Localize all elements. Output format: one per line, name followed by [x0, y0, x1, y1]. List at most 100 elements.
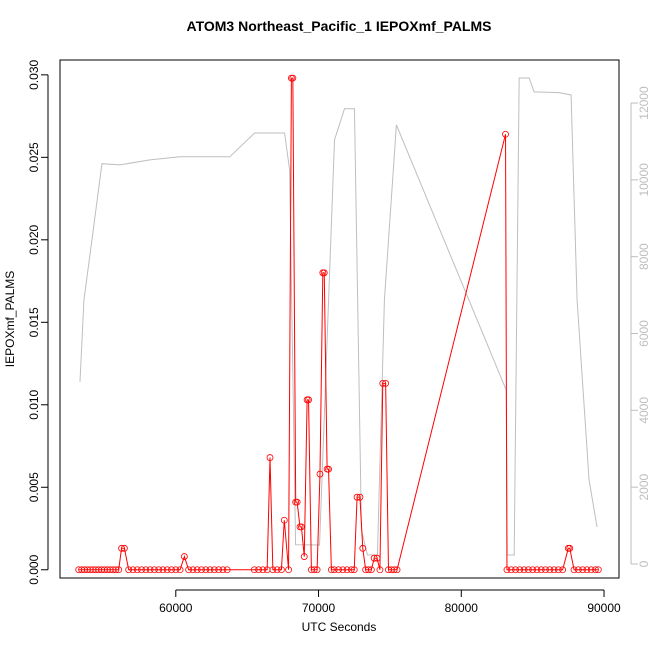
data-point: [112, 566, 120, 574]
data-point: [206, 566, 214, 574]
y2-tick-label: 4000: [637, 397, 650, 424]
data-point: [310, 566, 318, 574]
data-point: [376, 566, 384, 574]
data-point: [507, 566, 515, 574]
data-point: [579, 566, 587, 574]
data-point: [583, 566, 591, 574]
data-point: [133, 566, 141, 574]
data-point: [313, 566, 321, 574]
data-point: [537, 566, 545, 574]
data-point: [298, 523, 305, 531]
y2-tick-label: 0: [637, 560, 650, 567]
y2-tick-label: 2000: [637, 473, 650, 500]
data-point: [189, 566, 197, 574]
data-point: [125, 566, 133, 574]
data-point: [350, 566, 358, 574]
data-point: [570, 566, 578, 574]
x-tick-label: 60000: [159, 601, 193, 615]
data-point: [373, 554, 381, 562]
data-point: [259, 566, 267, 574]
data-point: [330, 566, 338, 574]
data-point: [146, 566, 154, 574]
data-point: [587, 566, 595, 574]
data-point: [185, 566, 193, 574]
x-axis-title: UTC Seconds: [302, 620, 377, 634]
data-point: [138, 566, 145, 574]
data-point: [305, 396, 312, 404]
data-point: [503, 566, 511, 574]
data-point: [115, 566, 123, 574]
data-point: [533, 566, 541, 574]
data-point: [293, 498, 301, 506]
data-point: [176, 566, 184, 574]
data-point: [250, 566, 258, 574]
y-axis-title: IEPOXmf_PALMS: [3, 271, 17, 367]
x-tick-label: 70000: [302, 601, 336, 615]
data-point: [266, 454, 274, 461]
data-point: [180, 553, 188, 560]
data-point: [393, 566, 401, 574]
data-point: [379, 379, 387, 387]
data-point: [594, 566, 602, 574]
data-point: [273, 566, 281, 574]
y-tick-label: 0.005: [27, 472, 41, 502]
chart-title: ATOM3 Northeast_Pacific_1 IEPOXmf_PALMS: [187, 18, 492, 34]
data-point: [365, 566, 372, 574]
data-point: [359, 544, 367, 552]
data-point: [223, 566, 231, 574]
data-point: [325, 465, 332, 473]
data-point: [353, 493, 361, 501]
data-point: [592, 566, 599, 574]
y-tick-label: 0.020: [27, 224, 41, 254]
data-point: [390, 566, 398, 574]
data-point: [520, 566, 528, 574]
data-point: [280, 516, 288, 524]
data-point: [172, 566, 180, 574]
data-point: [546, 566, 554, 574]
data-point: [150, 566, 158, 574]
data-point: [198, 566, 205, 574]
data-point: [367, 566, 375, 574]
data-point: [285, 566, 292, 574]
series-line: [79, 77, 598, 556]
data-point: [559, 566, 567, 574]
data-point: [529, 566, 537, 574]
data-point: [343, 566, 351, 574]
data-point: [118, 544, 125, 552]
y2-tick-label: 8000: [637, 243, 650, 270]
data-point: [202, 566, 210, 574]
data-point: [316, 470, 324, 478]
data-point: [255, 566, 262, 574]
data-point: [542, 566, 549, 574]
x-tick-label: 80000: [445, 601, 479, 615]
data-point: [574, 566, 582, 574]
data-point: [300, 553, 308, 560]
data-point: [142, 566, 150, 574]
y2-tick-label: 6000: [637, 320, 650, 347]
y-tick-label: 0.025: [27, 142, 41, 172]
data-point: [512, 566, 519, 574]
x-tick-label: 90000: [587, 601, 621, 615]
y-tick-label: 0.030: [27, 60, 41, 90]
data-point: [550, 566, 558, 574]
data-point: [502, 130, 509, 138]
data-point: [219, 566, 227, 574]
data-point: [566, 544, 574, 552]
data-point: [382, 379, 390, 387]
y-tick-label: 0.015: [27, 307, 41, 337]
y2-tick-label: 12000: [637, 86, 650, 120]
data-point: [327, 566, 335, 574]
data-point: [168, 566, 175, 574]
data-point: [339, 566, 347, 574]
data-point: [121, 544, 128, 552]
data-point: [516, 566, 524, 574]
data-point: [356, 493, 364, 501]
data-point: [155, 566, 163, 574]
data-point: [335, 566, 342, 574]
data-point: [159, 566, 167, 574]
plot-box: [59, 59, 620, 579]
y2-tick-label: 10000: [637, 163, 650, 197]
data-point: [554, 566, 562, 574]
data-point: [210, 566, 218, 574]
